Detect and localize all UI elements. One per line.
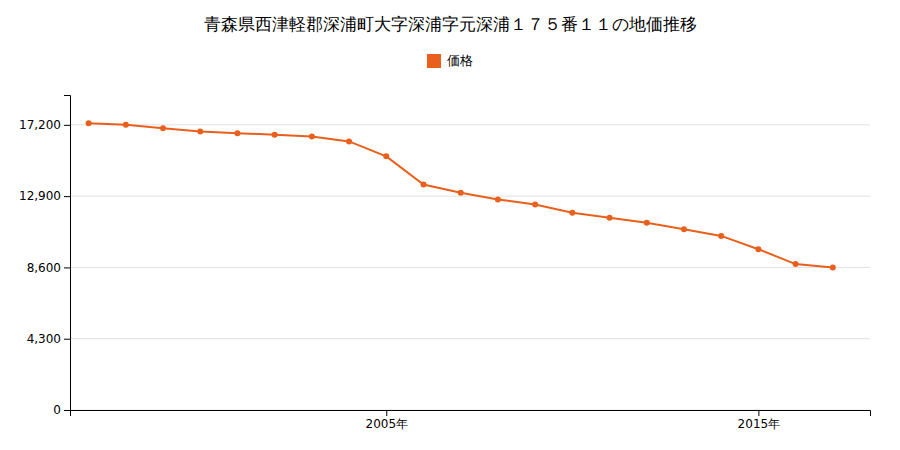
y-tick-label: 8,600	[27, 261, 61, 275]
plot: 2005年 2015年 0 4,300 8,600 12,900 17,200	[19, 96, 871, 431]
title: 青森県西津軽郡深浦町大字深浦字元深浦１７５番１１の地価推移	[204, 14, 697, 34]
legend-label: 価格	[447, 53, 473, 68]
y-tick: 0	[53, 403, 70, 417]
point	[86, 120, 92, 126]
marks	[86, 120, 836, 270]
x-tick: 2015年	[738, 410, 781, 431]
x-tick-mark	[758, 410, 759, 416]
legend-swatch	[427, 54, 441, 68]
point	[420, 182, 426, 188]
point	[569, 210, 575, 216]
point	[644, 220, 650, 226]
point	[755, 246, 761, 252]
chart: 2005年 2015年 0 4,300 8,600 12,900 17,200 青森県西津軽郡…	[0, 0, 900, 450]
point	[272, 132, 278, 138]
point	[160, 125, 166, 131]
y-axis: 0 4,300 8,600 12,900 17,200	[19, 96, 71, 418]
grid-line	[70, 267, 870, 268]
point	[495, 196, 501, 202]
y-tick: 17,200	[19, 118, 70, 132]
legend-item: 価格	[427, 53, 473, 68]
y-tick-label: 4,300	[27, 332, 61, 346]
y-tick-label: 12,900	[19, 189, 61, 203]
y-tick: 8,600	[27, 261, 70, 275]
x-axis-line	[71, 411, 871, 417]
point	[346, 138, 352, 144]
point	[234, 130, 240, 136]
grid-line	[70, 196, 870, 197]
y-axis-line	[64, 96, 71, 411]
point	[197, 128, 203, 134]
line	[89, 123, 833, 267]
point	[718, 233, 724, 239]
point	[830, 264, 836, 270]
grid	[70, 125, 870, 410]
point	[532, 201, 538, 207]
grid-line	[70, 338, 870, 339]
point	[681, 226, 687, 232]
y-tick: 4,300	[27, 332, 70, 346]
y-tick-label: 17,200	[19, 118, 61, 132]
y-tick-mark	[64, 410, 70, 411]
point	[458, 190, 464, 196]
legend: 価格	[427, 53, 473, 68]
point	[607, 215, 613, 221]
x-tick-label: 2015年	[738, 417, 781, 431]
y-tick-label: 0	[53, 403, 61, 417]
point	[793, 261, 799, 267]
y-tick-mark	[64, 267, 70, 268]
y-tick-mark	[64, 339, 70, 340]
x-tick-label: 2005年	[366, 417, 409, 431]
x-tick: 2005年	[366, 410, 409, 431]
point	[309, 133, 315, 139]
point	[123, 122, 129, 128]
point	[383, 153, 389, 159]
x-axis: 2005年 2015年	[71, 410, 871, 431]
y-tick-mark	[64, 125, 70, 126]
y-tick: 12,900	[19, 189, 70, 203]
y-tick-mark	[64, 196, 70, 197]
grid-line	[70, 124, 870, 125]
x-tick-mark	[386, 410, 387, 416]
